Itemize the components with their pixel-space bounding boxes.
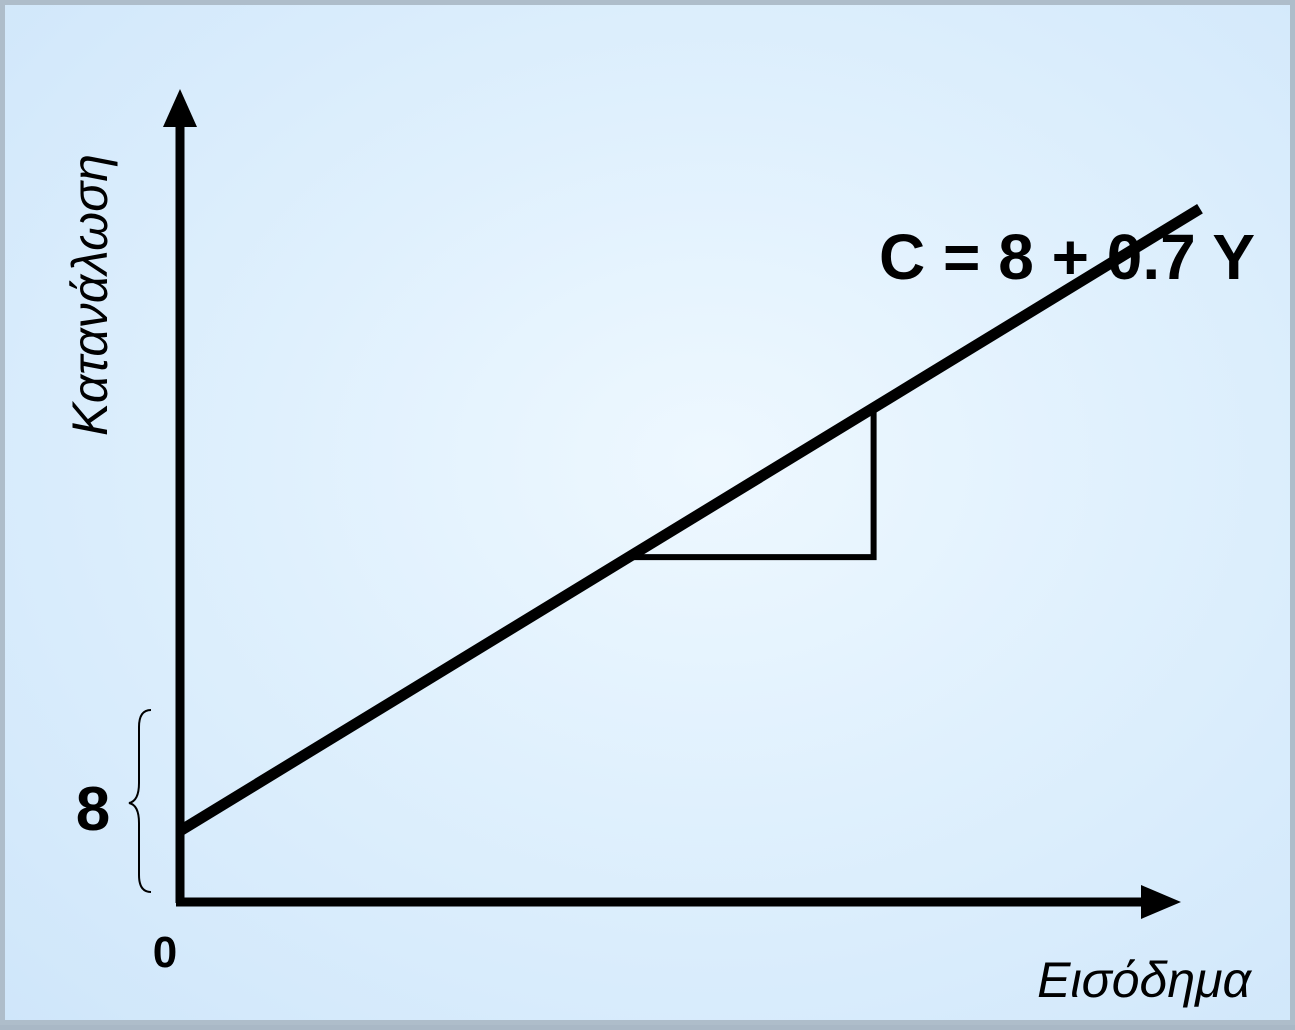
x-axis-arrowhead [1141,885,1181,919]
x-axis-label: Εισόδημα [1037,952,1252,1008]
y-axis-label: Κατανάλωση [62,154,118,436]
origin-label: 0 [153,928,177,977]
y-axis-arrowhead [163,89,197,127]
intercept-brace [128,709,152,893]
consumption-line [177,203,1203,836]
intercept-label: 8 [76,775,110,844]
equation-label: C = 8 + 0.7 Y [879,221,1255,293]
chart: Κατανάλωση Εισόδημα 0 8 C = 8 + 0.7 Y [62,89,1255,1008]
